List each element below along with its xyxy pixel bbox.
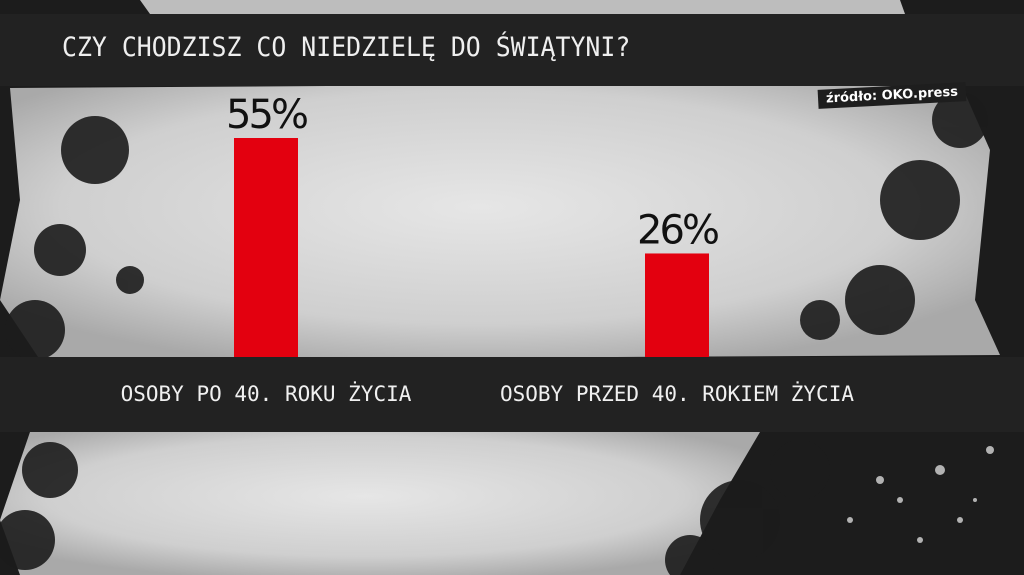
title-band [0, 14, 1024, 86]
value-label-2: 26% [637, 207, 718, 253]
bar-1 [234, 138, 298, 357]
category-label-band [0, 357, 1024, 432]
bar-2 [645, 253, 709, 357]
category-label-2: OSOBY PRZED 40. ROKIEM ŻYCIA [500, 381, 854, 406]
category-label-1: OSOBY PO 40. ROKU ŻYCIA [121, 381, 412, 406]
value-label-1: 55% [226, 92, 307, 138]
chart-title: CZY CHODZISZ CO NIEDZIELĘ DO ŚWIĄTYNI? [62, 32, 631, 63]
